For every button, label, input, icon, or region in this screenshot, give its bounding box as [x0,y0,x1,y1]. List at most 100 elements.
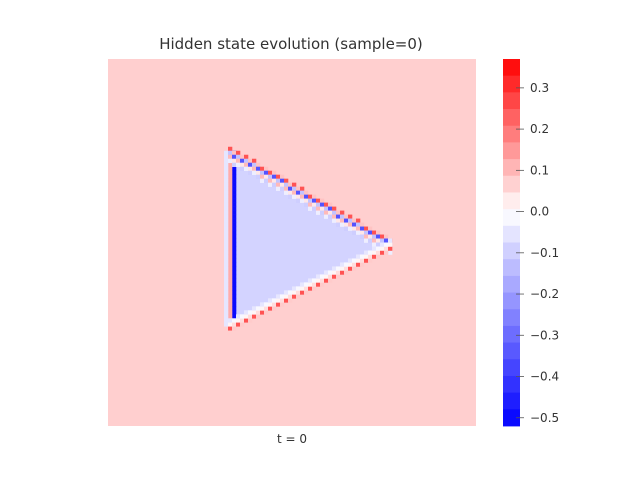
heatmap-cell-left-edge [224,154,229,160]
heatmap-cell-lower-edge [272,306,277,311]
heatmap-cell-lower-edge [376,250,381,255]
heatmap-cell-left-edge [232,194,237,199]
heatmap-cell-left-edge [228,210,233,215]
colorbar-band [503,392,520,410]
heatmap-cell-upper-edge [336,214,341,219]
colorbar-band [503,292,520,310]
heatmap-cell-lower-edge [308,278,313,283]
heatmap-cell-lower-edge [284,290,289,295]
heatmap-cell-left-edge [228,170,233,175]
heatmap-cell-lower-edge [272,302,277,307]
heatmap-cell-upper-edge [312,202,317,207]
heatmap-cell-left-edge [224,282,229,287]
heatmap-cell-upper-edge [336,210,341,215]
heatmap-cell-left-edge [232,174,237,179]
heatmap-cell-lower-edge [232,326,237,331]
heatmap-cell-left-edge [232,170,237,175]
heatmap-cell-upper-edge [336,222,341,227]
heatmap-cell-upper-edge [352,230,357,235]
heatmap-cell-upper-edge [236,150,241,156]
colorbar-tick-label: −0.3 [530,328,559,342]
heatmap-cell-upper-edge [272,174,277,179]
heatmap-cell-lower-edge [336,270,341,275]
heatmap-cell-lower-edge [340,266,345,271]
heatmap-cell-lower-edge [248,314,253,319]
heatmap-cell-left-edge [228,206,233,211]
heatmap-cell-left-edge [224,278,229,283]
heatmap-cell-left-edge [224,194,229,199]
heatmap-cell-lower-edge [304,282,309,287]
heatmap-cell-lower-edge [368,250,373,255]
heatmap-cell-lower-edge [244,318,249,323]
heatmap-cell-lower-edge [292,290,297,295]
heatmap-cell-upper-edge [332,210,337,215]
heatmap-cell-upper-edge [384,238,389,243]
heatmap-cell-left-edge [228,226,233,231]
heatmap-cell-upper-edge [356,230,361,235]
heatmap-cell-left-edge [224,298,229,303]
heatmap-cell-upper-edge [228,146,233,152]
heatmap-cell-upper-edge [256,170,261,175]
heatmap-cell-upper-edge [344,222,349,227]
heatmap-cell-upper-edge [272,182,277,187]
heatmap-cell-upper-edge [380,238,385,243]
heatmap-cell-lower-edge [332,266,337,271]
heatmap-cell-upper-edge [300,190,305,195]
heatmap-cell-upper-edge [300,198,305,203]
heatmap-cell-upper-edge [344,226,349,231]
heatmap-cell-lower-edge [252,314,257,319]
heatmap-cell-left-edge [224,202,229,207]
heatmap-cell-lower-edge [256,314,261,319]
heatmap-cell-left-edge [232,266,237,271]
heatmap-cell-left-edge [228,174,233,179]
heatmap-cell-left-edge [232,294,237,299]
heatmap-cell-lower-edge [256,306,261,311]
colorbar-band [503,409,520,427]
heatmap-cell-left-edge [228,234,233,239]
heatmap-cell-left-edge [224,290,229,295]
colorbar-tick-label: −0.2 [530,287,559,301]
heatmap-cell-upper-edge [324,202,329,207]
colorbar-band [503,225,520,243]
colorbar-band [503,325,520,343]
heatmap-cell-left-edge [232,238,237,243]
heatmap-cell-lower-edge [316,278,321,283]
colorbar-band [503,159,520,177]
heatmap-cell-left-edge [232,250,237,255]
heatmap-cell-upper-edge [348,218,353,223]
heatmap-cell-lower-edge [308,286,313,291]
heatmap-cell-lower-edge [268,302,273,307]
heatmap-cell-lower-edge [244,310,249,315]
heatmap-cell-lower-edge [356,258,361,263]
heatmap-cell-upper-edge [248,162,253,168]
heatmap-cell-lower-edge [324,278,329,283]
heatmap-cell-upper-edge [264,166,269,171]
heatmap-cell-lower-edge [244,314,249,319]
heatmap-cell-lower-edge [252,306,257,311]
heatmap-cell-upper-edge [256,174,261,179]
heatmap-cell-upper-edge [232,162,237,168]
heatmap-cell-upper-edge [244,166,249,171]
colorbar: 0.3 0.2 0.1 0.0 −0.1 −0.2 −0.3 −0.4 −0.5 [503,59,559,427]
heatmap-cell-left-edge [224,210,229,215]
heatmap-cell-left-edge [224,310,229,315]
heatmap-cell-lower-edge [316,274,321,279]
heatmap-cell-lower-edge [296,294,301,299]
heatmap-cell-upper-edge [340,210,345,215]
heatmap-cell-lower-edge [364,254,369,259]
heatmap-cell-upper-edge [352,218,357,223]
heatmap-cell-upper-edge [372,238,377,243]
heatmap-cell-left-edge [232,202,237,207]
heatmap-cell-upper-edge [280,174,285,179]
heatmap-cell-left-edge [228,278,233,283]
heatmap-cell-upper-edge [368,230,373,235]
heatmap-cell-left-edge [232,198,237,203]
heatmap-cell-upper-edge [300,186,305,191]
heatmap-cell-left-edge [228,178,233,183]
heatmap-cell-upper-edge [256,166,261,171]
heatmap-cell-lower-edge [268,306,273,311]
colorbar-band [503,175,520,193]
heatmap-cell-lower-edge [388,246,393,251]
heatmap-cell-lower-edge [228,326,233,331]
colorbar-band [503,259,520,277]
